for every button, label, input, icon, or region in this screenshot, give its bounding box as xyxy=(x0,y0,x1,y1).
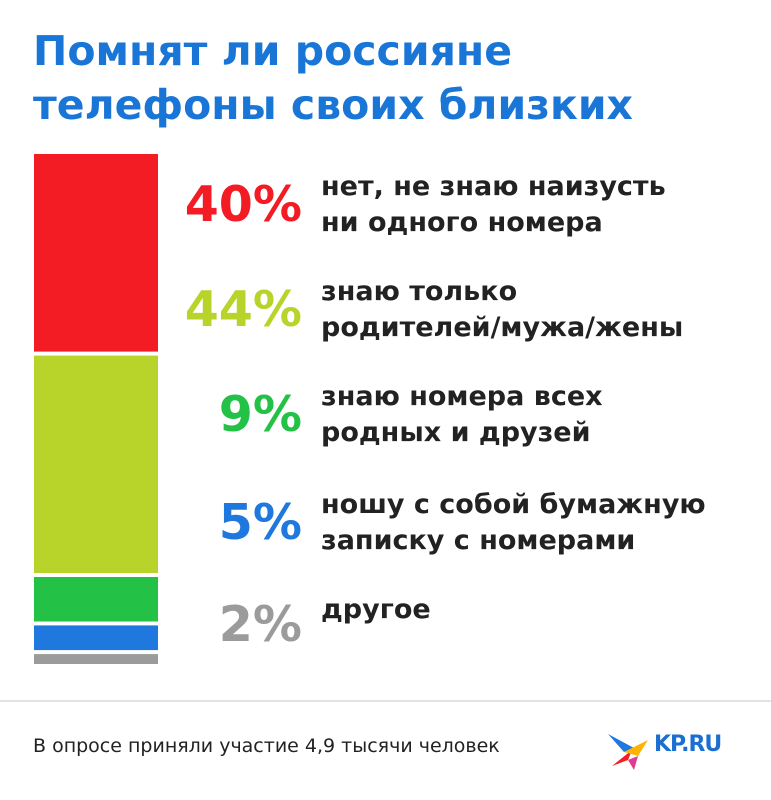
legend-item-4: 5% ношу с собой бумажную записку с номер… xyxy=(0,478,771,568)
kp-logo[interactable]: KP.RU xyxy=(604,726,754,776)
category-label-line: ни одного номера xyxy=(321,207,603,238)
title-line-2: телефоны своих близких xyxy=(33,81,634,129)
legend-item-1: 40% нет, не знаю наизусть ни одного номе… xyxy=(0,160,771,250)
footer-note: В опросе приняли участие 4,9 тысячи чело… xyxy=(33,735,500,757)
percent-label: 9% xyxy=(218,386,302,443)
bar-segment-1 xyxy=(34,154,158,352)
logo-text: KP.RU xyxy=(654,732,722,757)
category-label-line: записку с номерами xyxy=(321,525,636,556)
bar-segment-3 xyxy=(34,577,158,622)
percent-label: 2% xyxy=(218,596,302,653)
bird-logo-icon xyxy=(608,734,648,770)
category-label-line: родителей/мужа/жены xyxy=(321,312,684,343)
category-label: ношу с собой бумажную записку с номерами xyxy=(321,487,706,559)
category-label-line: другое xyxy=(321,594,431,625)
percent-label: 5% xyxy=(218,494,302,551)
category-label-line: родных и друзей xyxy=(321,417,591,448)
category-label-line: ношу с собой бумажную xyxy=(321,489,706,520)
percent-label: 44% xyxy=(184,281,302,338)
bar-segment-2 xyxy=(34,355,158,573)
legend-item-2: 44% знаю только родителей/мужа/жены xyxy=(0,265,771,355)
bar-segment-5 xyxy=(34,654,158,664)
category-label-line: знаю номера всех xyxy=(321,381,603,412)
title-line-1: Помнят ли россияне xyxy=(33,27,513,75)
legend-item-5: 2% другое xyxy=(0,580,771,670)
category-label: нет, не знаю наизусть ни одного номера xyxy=(321,169,666,241)
percent-label: 40% xyxy=(184,176,302,233)
category-label: знаю номера всех родных и друзей xyxy=(321,379,603,451)
chart-title: Помнят ли россияне телефоны своих близки… xyxy=(33,24,633,132)
category-label-line: знаю только xyxy=(321,276,518,307)
stacked-bar xyxy=(34,154,158,664)
legend-item-3: 9% знаю номера всех родных и друзей xyxy=(0,370,771,460)
category-label-line: нет, не знаю наизусть xyxy=(321,171,666,202)
bar-segment-4 xyxy=(34,625,158,651)
category-label: знаю только родителей/мужа/жены xyxy=(321,274,683,346)
footer-divider xyxy=(0,700,771,702)
category-label: другое xyxy=(321,592,431,628)
